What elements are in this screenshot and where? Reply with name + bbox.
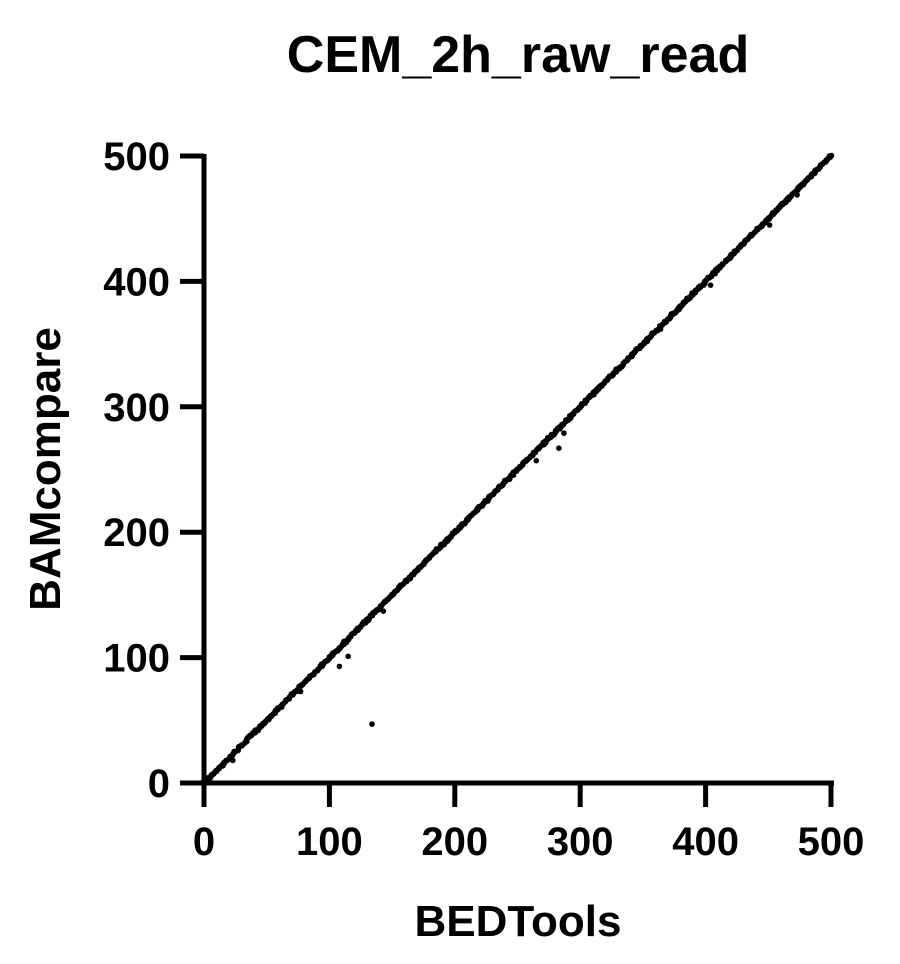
outlier-point [533,457,540,464]
outlier-point [369,721,375,727]
x-tick-label: 400 [672,820,739,864]
outlier-point [556,445,562,452]
x-tick-label: 100 [296,820,363,864]
outlier-point [230,757,236,764]
outlier-point [707,282,714,289]
x-tick-label: 500 [798,820,865,864]
data-points [200,152,835,786]
x-tick-label: 300 [547,820,614,864]
y-tick-label: 200 [103,511,170,555]
x-tick-label: 0 [193,820,215,864]
x-axis-ticks: 0 100 200 300 400 500 [193,783,865,864]
y-tick-label: 100 [103,637,170,681]
outlier-point [561,430,567,436]
y-tick-label: 400 [103,260,170,304]
outlier-point [657,326,664,332]
x-axis-label: BEDTools [415,897,622,946]
outlier-point [794,192,800,198]
y-tick-label: 500 [103,135,170,179]
chart-title: CEM_2h_raw_read [287,26,749,84]
y-axis-label: BAMcompare [21,327,70,611]
y-tick-label: 300 [103,386,170,430]
x-tick-label: 200 [421,820,488,864]
outlier-point [766,222,773,228]
outlier-point [345,653,352,660]
y-axis-ticks: 0 100 200 300 400 500 [103,135,204,806]
outlier-point [297,688,304,695]
outlier-point [380,608,387,614]
y-tick-label: 0 [148,762,170,806]
outlier-point [336,663,343,670]
data-point [828,152,835,159]
outlier-point [813,167,819,173]
